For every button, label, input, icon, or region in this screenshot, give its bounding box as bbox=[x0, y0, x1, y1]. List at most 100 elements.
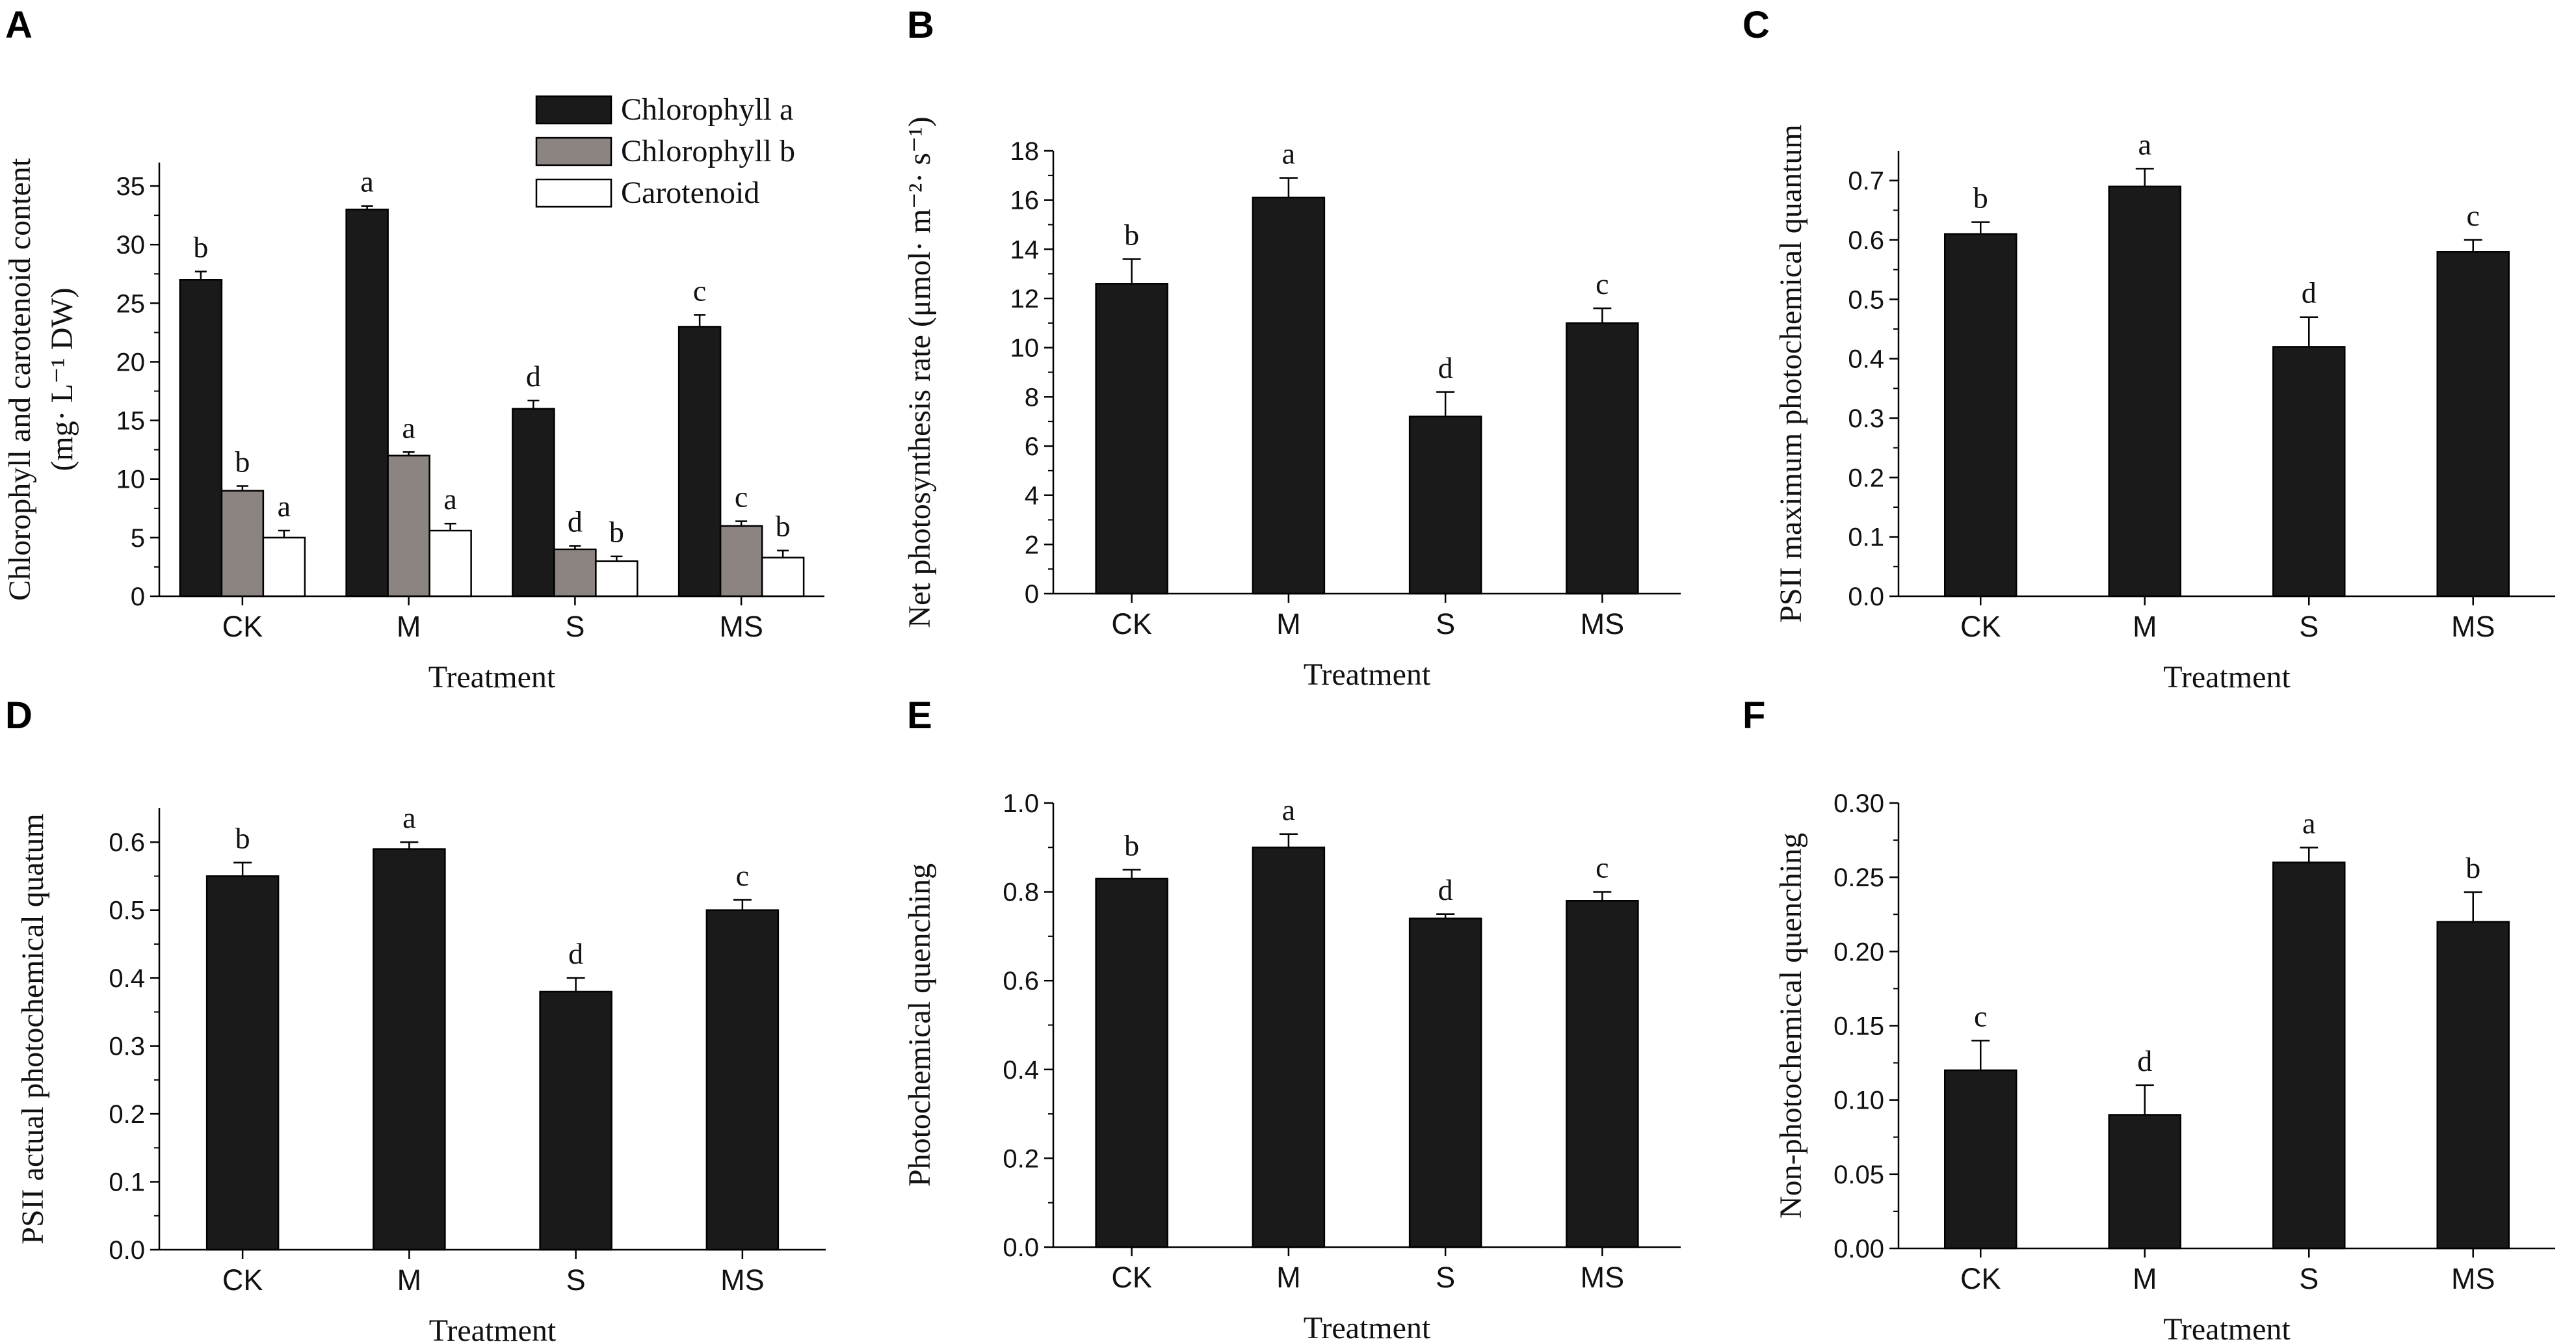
x-tick-label: S bbox=[1436, 607, 1455, 640]
bar bbox=[1944, 233, 2017, 598]
x-tick-label: S bbox=[1436, 1261, 1455, 1294]
bar bbox=[262, 536, 306, 598]
y-tick-label: 6 bbox=[1025, 432, 1039, 461]
significance-letter: c bbox=[2467, 199, 2480, 232]
bar bbox=[179, 279, 223, 598]
bar bbox=[705, 909, 780, 1251]
bar bbox=[2108, 1114, 2181, 1250]
x-tick-label: M bbox=[2133, 1262, 2157, 1295]
bar bbox=[553, 548, 597, 598]
x-tick-label: S bbox=[566, 1263, 586, 1297]
bar bbox=[428, 529, 472, 598]
significance-letter: d bbox=[1438, 351, 1453, 384]
bar bbox=[761, 557, 805, 598]
y-tick-label: 0.1 bbox=[1848, 523, 1884, 552]
panel-label: E bbox=[907, 694, 932, 737]
bar bbox=[345, 208, 389, 598]
bar bbox=[1408, 415, 1482, 595]
legend-label: Chlorophyll b bbox=[621, 134, 795, 168]
y-axis-title: Chlorophyll and carotenoid content bbox=[3, 157, 37, 601]
legend-swatch bbox=[535, 95, 612, 125]
x-tick-label: CK bbox=[1960, 610, 2001, 643]
y-tick-label: 8 bbox=[1025, 383, 1039, 412]
significance-letter: d bbox=[2137, 1044, 2152, 1077]
bar bbox=[595, 560, 638, 598]
y-tick-label: 0.1 bbox=[109, 1168, 145, 1197]
bar bbox=[2436, 921, 2510, 1250]
y-tick-label: 0.5 bbox=[1848, 285, 1884, 314]
y-tick-label: 0.0 bbox=[109, 1236, 145, 1265]
significance-letter: a bbox=[278, 490, 291, 523]
y-tick-label: 0.6 bbox=[109, 828, 145, 857]
bar bbox=[1252, 196, 1326, 595]
significance-letter: a bbox=[2302, 807, 2315, 840]
significance-letter: d bbox=[568, 937, 583, 970]
x-tick-label: MS bbox=[2451, 1262, 2495, 1295]
bar bbox=[1566, 900, 1639, 1248]
x-axis-title: Treatment bbox=[2163, 660, 2291, 694]
y-axis-title: Non-photochemical quenching bbox=[1774, 833, 1808, 1219]
x-tick-label: CK bbox=[1111, 1261, 1152, 1294]
significance-letter: a bbox=[443, 482, 456, 516]
y-tick-label: 5 bbox=[131, 524, 145, 553]
y-tick-label: 0.20 bbox=[1833, 938, 1884, 966]
y-tick-label: 0.5 bbox=[109, 897, 145, 925]
y-tick-label: 0.6 bbox=[1848, 226, 1884, 255]
y-tick-label: 2 bbox=[1025, 531, 1039, 559]
bar bbox=[539, 990, 612, 1251]
y-tick-label: 30 bbox=[116, 231, 146, 259]
panel-label: D bbox=[5, 694, 33, 737]
significance-letter: a bbox=[402, 411, 415, 444]
y-tick-label: 16 bbox=[1010, 187, 1040, 215]
legend-label: Chlorophyll a bbox=[621, 92, 793, 127]
bar bbox=[1252, 847, 1326, 1248]
panel-label: F bbox=[1742, 694, 1765, 737]
significance-letter: b bbox=[235, 822, 250, 855]
y-tick-label: 15 bbox=[116, 407, 146, 436]
bar bbox=[719, 525, 763, 598]
panel-label: B bbox=[907, 4, 934, 46]
significance-letter: b bbox=[235, 445, 250, 479]
y-tick-label: 0.0 bbox=[1003, 1233, 1039, 1262]
y-tick-label: 0.2 bbox=[109, 1100, 145, 1129]
y-tick-label: 0.2 bbox=[1848, 464, 1884, 492]
bar bbox=[512, 408, 555, 598]
y-tick-label: 4 bbox=[1025, 482, 1039, 510]
significance-letter: c bbox=[1596, 267, 1609, 300]
y-tick-label: 20 bbox=[116, 348, 146, 376]
significance-letter: a bbox=[360, 165, 373, 198]
significance-letter: c bbox=[1596, 851, 1609, 884]
significance-letter: b bbox=[1124, 828, 1139, 862]
y-axis-title: Photochemical quenching bbox=[902, 863, 937, 1187]
significance-letter: b bbox=[609, 516, 624, 549]
y-tick-label: 18 bbox=[1010, 137, 1040, 166]
bar bbox=[1944, 1069, 2017, 1250]
y-tick-label: 0.3 bbox=[109, 1033, 145, 1061]
y-tick-label: 14 bbox=[1010, 235, 1040, 264]
y-tick-label: 0.05 bbox=[1833, 1161, 1884, 1189]
bar bbox=[220, 490, 265, 598]
significance-letter: d bbox=[1438, 873, 1453, 906]
y-tick-label: 0.00 bbox=[1833, 1235, 1884, 1263]
x-tick-label: M bbox=[1276, 1261, 1301, 1294]
y-tick-label: 0 bbox=[1025, 580, 1039, 609]
x-axis-title: Treatment bbox=[1304, 1311, 1431, 1344]
significance-letter: a bbox=[1282, 793, 1295, 826]
legend-swatch bbox=[535, 137, 612, 166]
panel-label: C bbox=[1742, 4, 1770, 46]
significance-letter: a bbox=[402, 801, 415, 834]
y-tick-label: 0.25 bbox=[1833, 863, 1884, 892]
y-tick-label: 0.3 bbox=[1848, 404, 1884, 433]
x-axis-title: Treatment bbox=[428, 660, 556, 694]
x-tick-label: M bbox=[397, 610, 421, 643]
significance-letter: c bbox=[693, 274, 706, 307]
x-axis-title: Treatment bbox=[1304, 657, 1431, 692]
y-tick-label: 0.4 bbox=[109, 964, 145, 993]
bar bbox=[373, 848, 446, 1251]
bar bbox=[2272, 346, 2346, 598]
